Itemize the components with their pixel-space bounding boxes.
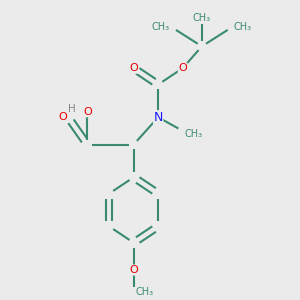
Text: CH₃: CH₃ (193, 13, 211, 23)
Text: N: N (154, 111, 163, 124)
Text: CH₃: CH₃ (184, 129, 203, 139)
Text: O: O (129, 265, 138, 275)
Text: O: O (58, 112, 67, 122)
Text: CH₃: CH₃ (136, 287, 154, 297)
Text: CH₃: CH₃ (152, 22, 170, 32)
Text: H: H (68, 104, 76, 114)
Text: O: O (83, 107, 92, 117)
Text: CH₃: CH₃ (234, 22, 252, 32)
Text: O: O (178, 63, 187, 73)
Text: O: O (129, 63, 138, 73)
